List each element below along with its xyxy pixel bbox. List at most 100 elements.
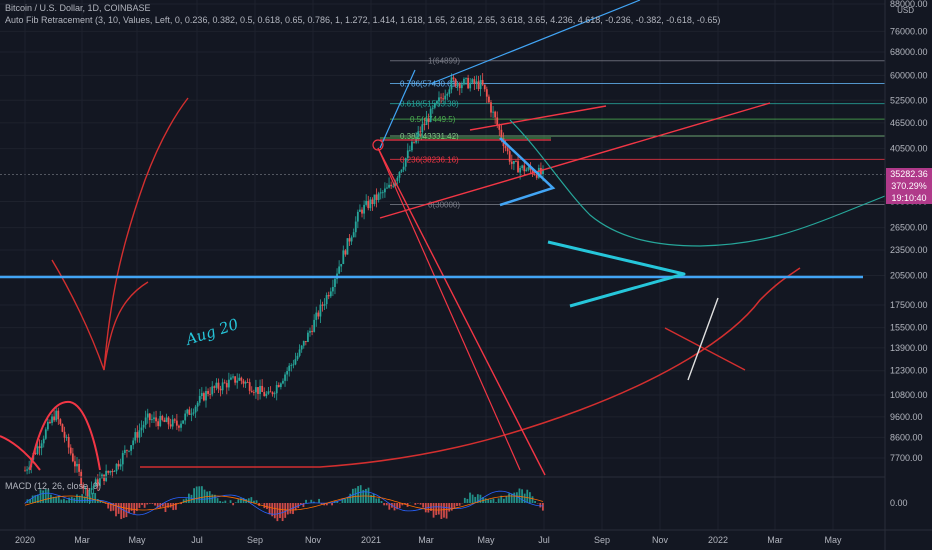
drawing-red-cross-a[interactable] <box>664 327 746 371</box>
macd-histogram-bar <box>542 503 544 511</box>
candle-body <box>363 204 365 214</box>
macd-histogram-bar <box>351 488 354 503</box>
candle-body <box>490 102 492 113</box>
candle-body <box>331 286 334 292</box>
macd-histogram-bar <box>474 496 477 503</box>
symbol-title[interactable]: Bitcoin / U.S. Dollar, 1D, COINBASE <box>5 3 151 13</box>
macd-histogram-bar <box>479 494 482 503</box>
candle-body <box>178 425 180 428</box>
candle-body <box>42 438 45 444</box>
candle-body <box>436 101 438 104</box>
macd-histogram-bar <box>419 503 422 505</box>
candle-body <box>496 117 499 125</box>
candle-body <box>142 424 145 428</box>
macd-histogram-bar <box>305 499 307 503</box>
candle-body <box>433 103 436 108</box>
macd-histogram-bar <box>414 503 417 505</box>
indicator-title[interactable]: Auto Fib Retracement (3, 10, Values, Lef… <box>5 15 721 25</box>
drawing-white-stroke[interactable] <box>687 297 719 381</box>
candle-body <box>531 170 534 175</box>
macd-histogram-bar <box>380 501 383 503</box>
macd-histogram-bar <box>435 503 438 516</box>
candle-body <box>53 416 56 421</box>
macd-histogram-bar <box>312 501 315 503</box>
drawing-teal-ma[interactable] <box>509 119 886 247</box>
macd-histogram-bar <box>146 503 149 505</box>
candle-body <box>76 463 78 467</box>
candle-body <box>329 291 332 297</box>
macd-histogram-bar <box>237 499 240 503</box>
price-axis[interactable]: 88000.00 76000.00 68000.00 60000.00 52500.00… <box>884 0 928 550</box>
drawing-blue-triangle[interactable] <box>499 137 556 207</box>
macd-histogram-bar <box>372 493 375 503</box>
candle-body <box>203 393 205 401</box>
candle-body <box>94 479 97 486</box>
macd-histogram-bar <box>47 489 50 503</box>
macd-histogram-bar <box>96 498 99 503</box>
candle-body <box>146 413 149 418</box>
candle-body <box>381 192 384 194</box>
drawing-red-fan-2[interactable] <box>377 147 521 471</box>
candle-body <box>221 382 224 391</box>
drawing-red-long-curve[interactable] <box>140 267 801 468</box>
macd-histogram-bar <box>44 489 47 503</box>
candle-body <box>483 84 486 90</box>
macd-histogram-bar <box>539 503 542 508</box>
macd-histogram-bar <box>268 503 271 515</box>
macd-histogram-bar <box>370 494 373 503</box>
time-tick-label: Mar <box>74 535 90 545</box>
candle-body <box>200 393 203 397</box>
macd-histogram-bar <box>310 499 313 503</box>
candle-body <box>304 341 307 342</box>
macd-pane: 0.00 <box>0 476 908 522</box>
drawing-red-curve-left-2[interactable] <box>103 97 189 371</box>
candle-body <box>171 419 174 427</box>
drawing-red-trend-up[interactable] <box>379 102 771 219</box>
macd-histogram-bar <box>367 487 370 503</box>
price-tick-label: 52500.00 <box>890 95 928 105</box>
macd-histogram-bar <box>375 498 378 503</box>
drawing-red-trend-up-2[interactable] <box>469 105 607 131</box>
candle-body <box>257 387 259 394</box>
candle-body <box>140 427 143 431</box>
candle-body <box>252 392 255 393</box>
macd-histogram-bar <box>37 494 39 503</box>
macd-histogram-bar <box>521 489 523 503</box>
drawing-cyan-arrow[interactable] <box>547 240 686 308</box>
candle-body <box>500 129 503 139</box>
drawing-red-circle[interactable] <box>372 139 384 151</box>
macd-histogram-bar <box>432 503 435 518</box>
drawing-red-arc-2020[interactable] <box>0 400 101 471</box>
macd-title[interactable]: MACD (12, 26, close, 9) <box>5 481 102 491</box>
macd-histogram-bar <box>469 492 471 503</box>
macd-histogram-bar <box>143 503 146 508</box>
candle-body <box>388 184 390 188</box>
time-tick-label: 2021 <box>361 535 381 545</box>
candle-body <box>275 385 278 394</box>
candle-body <box>105 470 108 482</box>
user-drawings[interactable]: Aug 20 <box>0 0 886 476</box>
candle-body <box>242 380 245 384</box>
candle-body <box>348 238 351 242</box>
candle-body <box>107 470 110 473</box>
macd-histogram-bar <box>500 495 503 503</box>
time-axis[interactable]: 2020 Mar May Jul Sep Nov 2021 Mar May Jul Sep Nov 20… <box>0 529 932 545</box>
candle-body <box>473 79 476 85</box>
macd-histogram-bar <box>383 503 386 506</box>
macd-histogram-bar <box>404 503 406 505</box>
macd-histogram-bar <box>81 494 84 503</box>
price-tick-label: 9600.00 <box>890 412 923 422</box>
macd-histogram-bar <box>396 503 399 510</box>
candle-body <box>361 209 363 214</box>
candle-body <box>61 424 64 432</box>
macd-histogram-bar <box>104 503 107 504</box>
drawing-red-fan-1[interactable] <box>377 147 546 476</box>
drawing-blue-trend-mid[interactable] <box>379 69 416 149</box>
macd-histogram-bar <box>135 503 138 511</box>
drawing-blue-trend-top[interactable] <box>429 0 641 85</box>
candle-body <box>59 419 62 425</box>
macd-histogram-bar <box>190 494 193 503</box>
candle-body <box>465 77 467 79</box>
candle-body <box>86 488 89 497</box>
